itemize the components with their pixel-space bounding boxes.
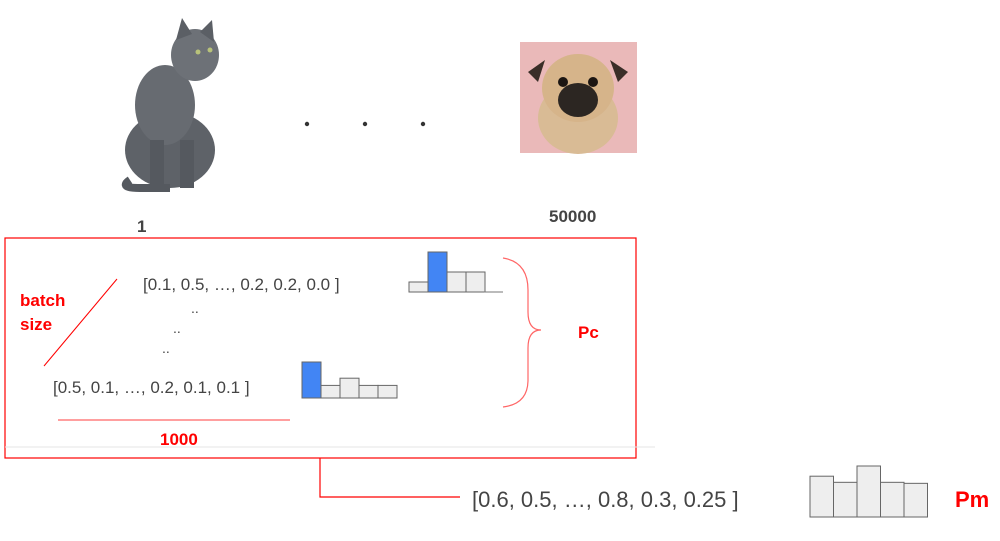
batch-label: batch — [20, 291, 65, 310]
pc-label: Pc — [578, 323, 599, 342]
mean-row: [0.6, 0.5, …, 0.8, 0.3, 0.25 ] — [472, 487, 739, 512]
row-dots: .. — [173, 320, 181, 336]
batch-row-last: [0.5, 0.1, …, 0.2, 0.1, 0.1 ] — [53, 378, 250, 397]
histogram-last-row — [301, 361, 398, 399]
ellipsis-dots — [304, 121, 426, 127]
last-image-label: 50000 — [549, 207, 596, 226]
histogram-bar — [446, 271, 467, 293]
histogram-bar — [833, 481, 858, 518]
histogram-bar — [856, 465, 881, 518]
batch-size-diagonal — [43, 278, 118, 367]
histogram-bar — [408, 281, 429, 293]
brace — [502, 257, 542, 408]
histogram-bar — [320, 384, 341, 399]
histogram-bar-highlight — [301, 361, 322, 399]
histogram-bar — [339, 377, 360, 399]
first-image-label: 1 — [137, 217, 146, 236]
batch-box — [4, 237, 637, 459]
pm-label: Pm — [955, 487, 989, 512]
connector-line — [319, 458, 460, 498]
batch-row-first: [0.1, 0.5, …, 0.2, 0.2, 0.0 ] — [143, 275, 340, 294]
histogram-bar-highlight — [427, 251, 448, 293]
vector-length-label: 1000 — [160, 430, 198, 449]
dog-image — [520, 42, 637, 154]
size-label: size — [20, 315, 52, 334]
histogram-bar — [903, 482, 928, 518]
histogram-mean — [809, 465, 928, 518]
row-dots: .. — [162, 340, 170, 356]
histogram-bar — [358, 384, 379, 399]
histogram-bar — [377, 384, 398, 399]
histogram-first-row — [408, 251, 486, 293]
row-dots: .. — [191, 300, 199, 316]
histogram-bar — [880, 481, 905, 518]
histogram-bar — [809, 475, 834, 518]
histogram-bar — [465, 271, 486, 293]
cat-image — [121, 18, 219, 192]
